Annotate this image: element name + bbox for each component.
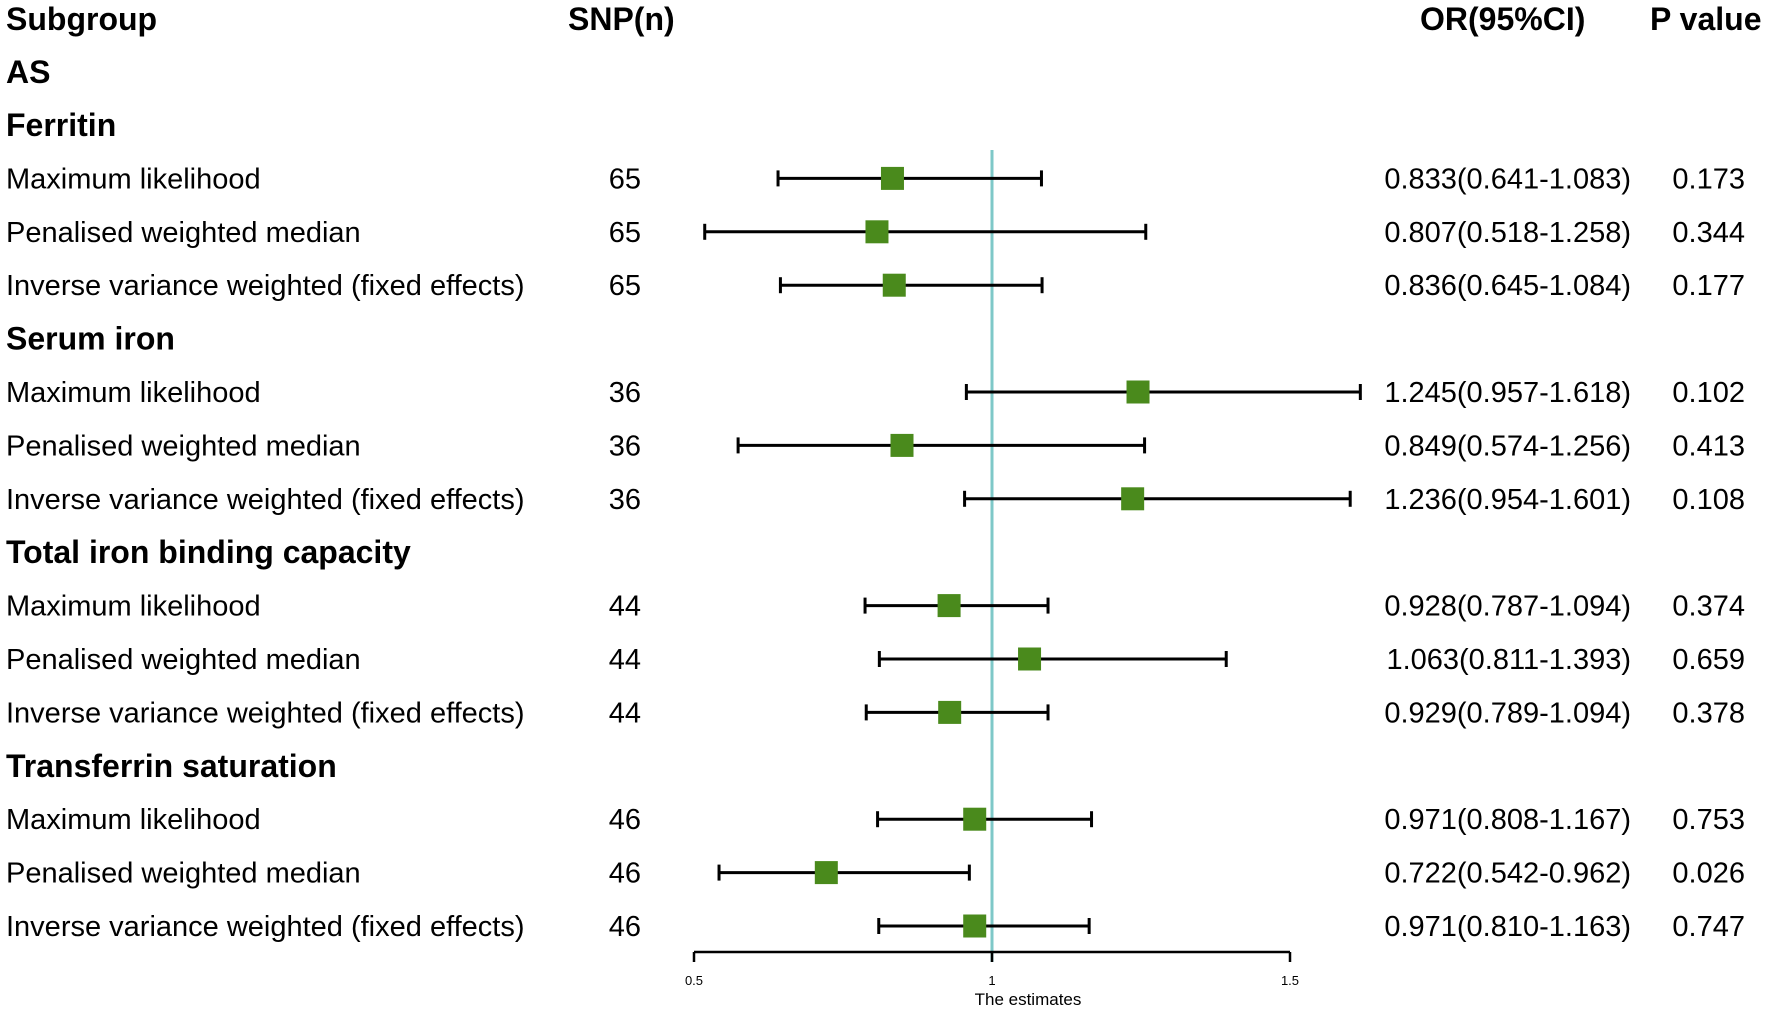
- or-point-marker: [890, 433, 914, 457]
- group-label: Transferrin saturation: [6, 748, 337, 784]
- method-label: Inverse variance weighted (fixed effects…: [6, 911, 525, 943]
- method-label: Inverse variance weighted (fixed effects…: [6, 697, 525, 729]
- method-label: Maximum likelihood: [6, 591, 261, 623]
- x-tick-label: 1: [988, 973, 995, 988]
- outcome-label: AS: [6, 54, 50, 90]
- group-label: Serum iron: [6, 321, 175, 357]
- header-or: OR(95%CI): [1420, 1, 1585, 37]
- or-point-marker: [880, 166, 904, 190]
- snp-count: 36: [609, 430, 641, 462]
- p-value-text: 0.747: [1672, 911, 1745, 943]
- method-label: Inverse variance weighted (fixed effects…: [6, 484, 525, 516]
- or-point-marker: [938, 700, 962, 724]
- snp-count: 46: [609, 858, 641, 890]
- method-label: Inverse variance weighted (fixed effects…: [6, 270, 525, 302]
- p-value-text: 0.659: [1672, 644, 1745, 676]
- or-point-marker: [937, 594, 961, 618]
- p-value-text: 0.753: [1672, 804, 1745, 836]
- or-ci-text: 0.833(0.641-1.083): [1384, 163, 1631, 195]
- p-value-text: 0.378: [1672, 697, 1745, 729]
- x-tick-label: 0.5: [685, 973, 703, 988]
- or-ci-text: 0.807(0.518-1.258): [1384, 217, 1631, 249]
- p-value-text: 0.413: [1672, 430, 1745, 462]
- header-subgroup: Subgroup: [6, 1, 157, 37]
- or-point-marker: [1126, 380, 1150, 404]
- snp-count: 46: [609, 911, 641, 943]
- or-point-marker: [1121, 487, 1145, 511]
- or-ci-text: 0.849(0.574-1.256): [1384, 430, 1631, 462]
- or-ci-text: 1.236(0.954-1.601): [1384, 484, 1631, 516]
- p-value-text: 0.026: [1672, 858, 1745, 890]
- snp-count: 44: [609, 644, 641, 676]
- method-label: Penalised weighted median: [6, 644, 361, 676]
- x-axis-label: The estimates: [975, 990, 1082, 1009]
- p-value-text: 0.374: [1672, 591, 1745, 623]
- x-tick-label: 1.5: [1281, 973, 1299, 988]
- header-p-value: P value: [1650, 1, 1761, 37]
- snp-count: 65: [609, 217, 641, 249]
- snp-count: 44: [609, 591, 641, 623]
- or-ci-text: 0.971(0.810-1.163): [1384, 911, 1631, 943]
- method-label: Penalised weighted median: [6, 430, 361, 462]
- p-value-text: 0.344: [1672, 217, 1745, 249]
- or-ci-text: 1.063(0.811-1.393): [1386, 644, 1631, 676]
- or-ci-text: 0.836(0.645-1.084): [1384, 270, 1631, 302]
- group-label: Total iron binding capacity: [6, 534, 411, 570]
- snp-count: 36: [609, 484, 641, 516]
- or-ci-text: 0.722(0.542-0.962): [1384, 858, 1631, 890]
- or-point-marker: [1018, 647, 1042, 671]
- or-ci-text: 1.245(0.957-1.618): [1384, 377, 1631, 409]
- or-ci-text: 0.971(0.808-1.167): [1384, 804, 1631, 836]
- or-point-marker: [865, 220, 889, 244]
- method-label: Penalised weighted median: [6, 217, 361, 249]
- or-point-marker: [882, 273, 906, 297]
- group-label: Ferritin: [6, 107, 116, 143]
- snp-count: 36: [609, 377, 641, 409]
- snp-count: 65: [609, 270, 641, 302]
- header-snp: SNP(n): [568, 1, 675, 37]
- method-label: Maximum likelihood: [6, 377, 261, 409]
- snp-count: 44: [609, 697, 641, 729]
- or-ci-text: 0.928(0.787-1.094): [1384, 591, 1631, 623]
- p-value-text: 0.102: [1672, 377, 1745, 409]
- or-point-marker: [814, 861, 838, 885]
- method-label: Maximum likelihood: [6, 804, 261, 836]
- p-value-text: 0.108: [1672, 484, 1745, 516]
- method-label: Penalised weighted median: [6, 858, 361, 890]
- or-point-marker: [963, 914, 987, 938]
- method-label: Maximum likelihood: [6, 163, 261, 195]
- snp-count: 46: [609, 804, 641, 836]
- snp-count: 65: [609, 163, 641, 195]
- or-ci-text: 0.929(0.789-1.094): [1384, 697, 1631, 729]
- p-value-text: 0.177: [1672, 270, 1745, 302]
- or-point-marker: [963, 807, 987, 831]
- p-value-text: 0.173: [1672, 163, 1745, 195]
